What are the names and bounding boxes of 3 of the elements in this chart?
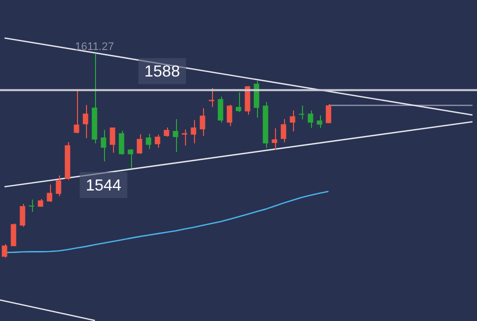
annotation: 1611.27: [75, 40, 114, 53]
annotation: 1588: [144, 63, 180, 80]
annotation: 1544: [86, 177, 122, 194]
